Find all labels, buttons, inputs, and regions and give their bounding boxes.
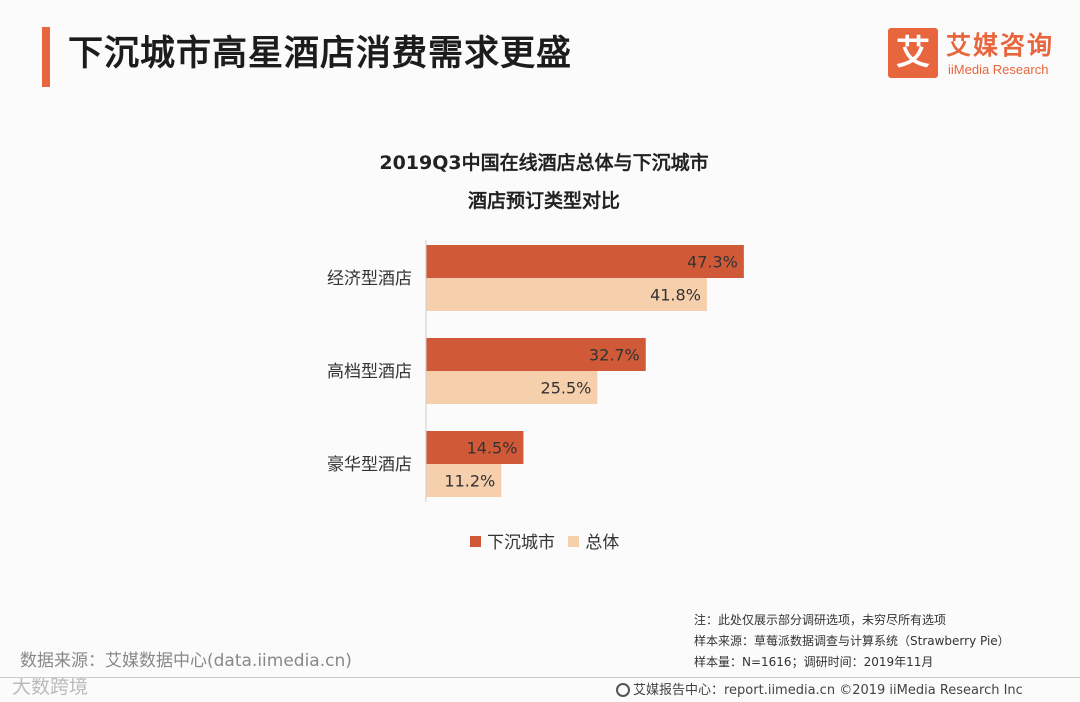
data-label: 41.8% [650,286,701,305]
data-label: 14.5% [467,439,518,458]
data-label: 32.7% [589,346,640,365]
legend-label-series1: 下沉城市 [487,533,555,553]
legend-swatch-series1 [470,535,481,547]
chart-legend: 下沉城市 总体 [470,528,627,553]
bar-series2 [426,278,707,311]
footer-divider [0,677,1080,678]
title-accent-bar [42,27,50,87]
note-line: 注：此处仅展示部分调研选项，未穷尽所有选项 [694,613,947,627]
legend-item-series1: 下沉城市 [470,528,555,553]
logo-mark-icon: 艾 [888,28,938,78]
category-label: 豪华型酒店 [327,454,412,475]
page-title: 下沉城市高星酒店消费需求更盛 [68,34,573,74]
logo-name-cn: 艾媒咨询 [946,31,1055,60]
footer: 艾媒报告中心：report.iimedia.cn ©2019 iiMedia R… [616,679,1023,698]
bar-series1 [426,431,524,464]
bar-series2 [426,371,598,404]
logo-name-en: iiMedia Research [948,62,1049,77]
legend-swatch-series2 [568,535,580,547]
chart-title-line2: 酒店预订类型对比 [467,190,620,212]
legend-label-series2: 总体 [585,533,620,553]
bar-series1 [426,338,646,371]
globe-icon [616,682,630,697]
note-sample-size: 样本量：N=1616；调研时间：2019年11月 [694,655,934,669]
category-label: 高档型酒店 [327,362,412,382]
bar-series1 [426,245,744,278]
iimedia-logo: 艾 艾媒咨询 iiMedia Research [888,26,1068,86]
data-label: 47.3% [687,253,738,272]
chart-notes: 注：此处仅展示部分调研选项，未穷尽所有选项 样本来源：草莓派数据调查与计算系统（… [694,610,1010,673]
data-source: 数据来源：艾媒数据中心(data.iimedia.cn) [20,651,352,671]
data-label: 25.5% [541,379,592,398]
watermark: 大数跨境 [12,676,89,698]
data-label: 11.2% [444,472,495,491]
category-label: 经济型酒店 [327,269,412,289]
chart-title-line1: 2019Q3中国在线酒店总体与下沉城市 [379,152,709,174]
legend-item-series2: 总体 [568,528,619,553]
bar-series2 [426,464,502,497]
footer-text: 艾媒报告中心：report.iimedia.cn ©2019 iiMedia R… [633,683,1023,698]
note-sample-source: 样本来源：草莓派数据调查与计算系统（Strawberry Pie） [694,634,1010,648]
